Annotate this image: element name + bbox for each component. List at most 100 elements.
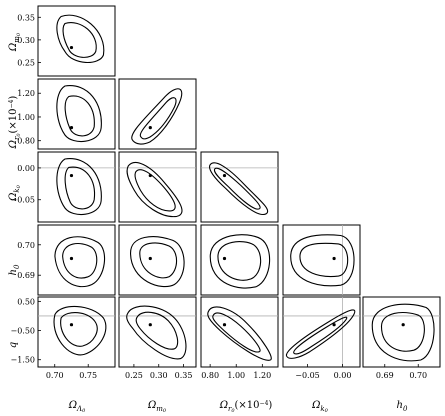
- panel-frame-h-q: [362, 296, 441, 368]
- contour-inner: [63, 23, 96, 58]
- best-fit-point: [401, 323, 405, 327]
- best-fit-point: [222, 323, 227, 327]
- panel-Ok-q: −0.05 0.00: [283, 297, 360, 380]
- contour-inner: [135, 170, 175, 211]
- x-tick-label: 0.30: [150, 371, 168, 380]
- x-label-OL: ΩΛ0: [68, 400, 86, 414]
- panel-frame-OL-Or: [37, 78, 116, 150]
- panel-frame-Om-Ok: [118, 151, 197, 223]
- panel-frame-Om-Or: [118, 78, 197, 150]
- best-fit-point: [222, 256, 227, 261]
- x-tick-label: 0.70: [409, 371, 427, 380]
- best-fit-point: [69, 323, 74, 327]
- panel-Ok-h: [283, 225, 360, 295]
- x-tick-label: −0.05: [295, 371, 320, 380]
- contour-outer: [127, 306, 186, 359]
- contour-outer: [210, 235, 269, 288]
- panel-Om-h: [119, 225, 196, 295]
- best-fit-point: [69, 126, 74, 130]
- x-tick-label: 0.75: [79, 371, 97, 380]
- y-tick-label: 0.69: [17, 271, 35, 280]
- best-fit-point: [148, 256, 152, 261]
- contour-inner: [214, 168, 260, 209]
- panel-frame-Or-q: [200, 296, 279, 368]
- y-tick-label: 1.20: [17, 89, 35, 98]
- contour-outer: [286, 310, 354, 358]
- contour-outer: [131, 237, 185, 287]
- contour-inner: [61, 313, 98, 347]
- x-tick-label: 1.20: [253, 371, 271, 380]
- contour-outer: [57, 86, 102, 142]
- y-tick-label: −1.50: [10, 356, 35, 365]
- contour-inner: [218, 242, 261, 281]
- panel-frame-Or-Ok: [200, 151, 279, 223]
- contour-outer: [372, 304, 434, 361]
- x-tick-label: 0.00: [334, 371, 352, 380]
- contour-inner: [136, 312, 177, 349]
- y-label-q: q: [8, 342, 19, 348]
- best-fit-point: [148, 126, 152, 130]
- panels-layer: 0.350.300.251.201.000.800.00−0.050.700.6…: [10, 6, 440, 380]
- x-tick-label: 0.35: [175, 371, 193, 380]
- best-fit-point: [332, 256, 336, 261]
- panel-Om-Ok: [119, 152, 196, 222]
- panel-frame-Ok-q: [282, 296, 361, 368]
- best-fit-point: [148, 173, 152, 178]
- contour-outer: [127, 162, 182, 216]
- contour-outer: [55, 237, 105, 287]
- x-label-Ok: Ωk0: [311, 400, 329, 414]
- panel-OL-Om: 0.35 0.30 0.25: [17, 6, 115, 76]
- x-label-h: h0: [397, 400, 408, 413]
- contour-outer: [57, 15, 104, 62]
- panel-Om-q: 0.25 0.30 0.35: [119, 297, 196, 380]
- x-tick-label: 0.80: [201, 371, 219, 380]
- panel-frame-OL-q: [37, 296, 116, 368]
- x-tick-label: 0.25: [125, 371, 143, 380]
- contour-inner: [213, 313, 260, 352]
- x-label-Om: Ωm0: [147, 400, 167, 414]
- contour-inner: [140, 98, 176, 139]
- panel-Om-Or: [119, 79, 196, 149]
- contour-inner: [300, 243, 348, 276]
- y-tick-label: 1.00: [17, 113, 35, 122]
- contour-inner: [65, 167, 94, 209]
- y-label-Om: Ωm0: [8, 32, 22, 52]
- y-tick-label: 0.00: [17, 164, 35, 173]
- best-fit-point: [69, 45, 74, 50]
- contour-outer: [291, 235, 354, 286]
- panel-Or-Ok: [201, 152, 278, 222]
- panel-h-q: 0.69 0.70: [363, 297, 440, 380]
- best-fit-point: [332, 323, 336, 327]
- contour-outer: [54, 306, 106, 354]
- x-tick-label: 1.00: [227, 371, 245, 380]
- contour-inner: [140, 243, 177, 278]
- contour-inner: [381, 312, 424, 351]
- x-tick-label: 0.69: [376, 371, 394, 380]
- best-fit-point: [222, 173, 227, 178]
- best-fit-point: [148, 323, 152, 327]
- labels-layer: Ωm0 Ωr0(×10−4) Ωk0 h0 q ΩΛ0 Ωm0 Ωr0(×10−…: [8, 32, 408, 414]
- y-tick-label: 0.80: [17, 137, 35, 146]
- contour-inner: [63, 244, 97, 278]
- x-tick-label: 0.70: [46, 371, 64, 380]
- panel-frame-Or-h: [200, 224, 279, 296]
- contour-outer: [132, 89, 182, 144]
- contour-inner: [294, 317, 347, 354]
- panel-OL-Or: 1.20 1.00 0.80: [17, 79, 115, 149]
- x-label-Or: Ωr0(×10−4): [219, 400, 273, 414]
- panel-OL-h: 0.70 0.69: [17, 225, 115, 295]
- y-tick-label: 0.25: [17, 58, 35, 67]
- y-tick-label: −0.50: [10, 327, 35, 336]
- panel-OL-Ok: 0.00 −0.05: [10, 152, 115, 222]
- y-label-h: h0: [8, 264, 21, 275]
- y-tick-label: 0.70: [17, 241, 35, 250]
- panel-frame-OL-Ok: [37, 151, 116, 223]
- panel-OL-q: 0.50 −0.50 −1.50 0.70 0.75: [10, 297, 115, 380]
- contour-inner: [65, 96, 94, 136]
- best-fit-point: [69, 173, 74, 178]
- y-tick-label: 0.30: [17, 36, 35, 45]
- y-tick-label: 0.50: [17, 297, 35, 306]
- panel-frame-OL-h: [37, 224, 116, 296]
- panel-Or-h: [201, 225, 278, 295]
